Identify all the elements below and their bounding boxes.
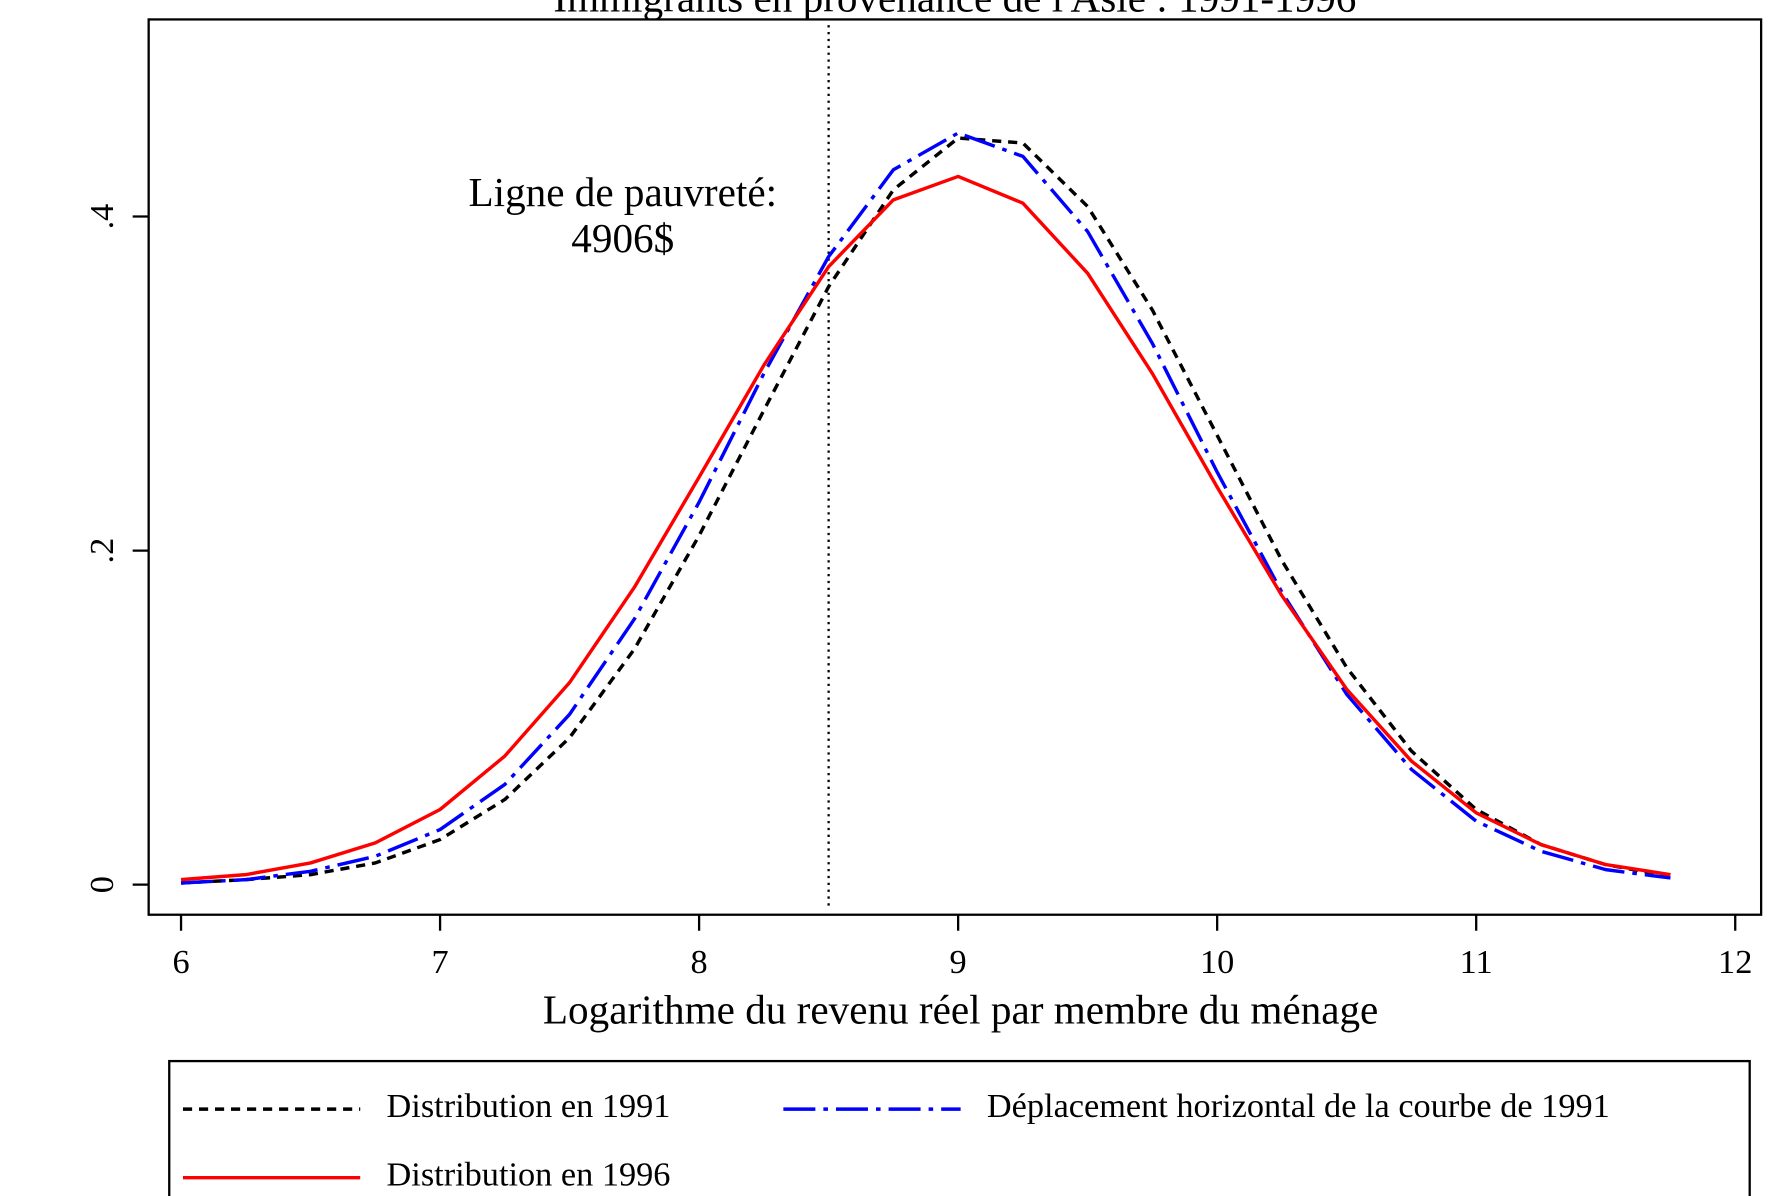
y-tick-label: .4 bbox=[83, 204, 121, 230]
series-line bbox=[180, 174, 1671, 882]
chart-title: Immigrants en provenance de l'Asie : 199… bbox=[553, 0, 1356, 21]
plot-frame bbox=[147, 18, 1763, 916]
series-line bbox=[180, 131, 1671, 885]
annotation: Ligne de pauvreté: bbox=[468, 169, 777, 215]
x-tick-label: 11 bbox=[1460, 943, 1493, 981]
x-tick-label: 8 bbox=[691, 943, 708, 981]
x-tick-label: 6 bbox=[172, 943, 189, 981]
legend-box bbox=[168, 1059, 1751, 1196]
annotation: 4906$ bbox=[571, 215, 674, 261]
legend-label: Déplacement horizontal de la courbe de 1… bbox=[987, 1087, 1610, 1125]
y-tick-label: .2 bbox=[83, 538, 121, 564]
series-line bbox=[180, 136, 1671, 885]
x-tick-label: 9 bbox=[950, 943, 967, 981]
x-axis-label: Logarithme du revenu réel par membre du … bbox=[543, 987, 1378, 1033]
legend-label: Distribution en 1991 bbox=[387, 1087, 671, 1125]
x-tick-label: 10 bbox=[1200, 943, 1234, 981]
x-tick-label: 7 bbox=[431, 943, 448, 981]
x-tick-label: 12 bbox=[1718, 943, 1752, 981]
y-tick-label: 0 bbox=[83, 876, 121, 893]
legend-label: Distribution en 1996 bbox=[387, 1156, 671, 1194]
